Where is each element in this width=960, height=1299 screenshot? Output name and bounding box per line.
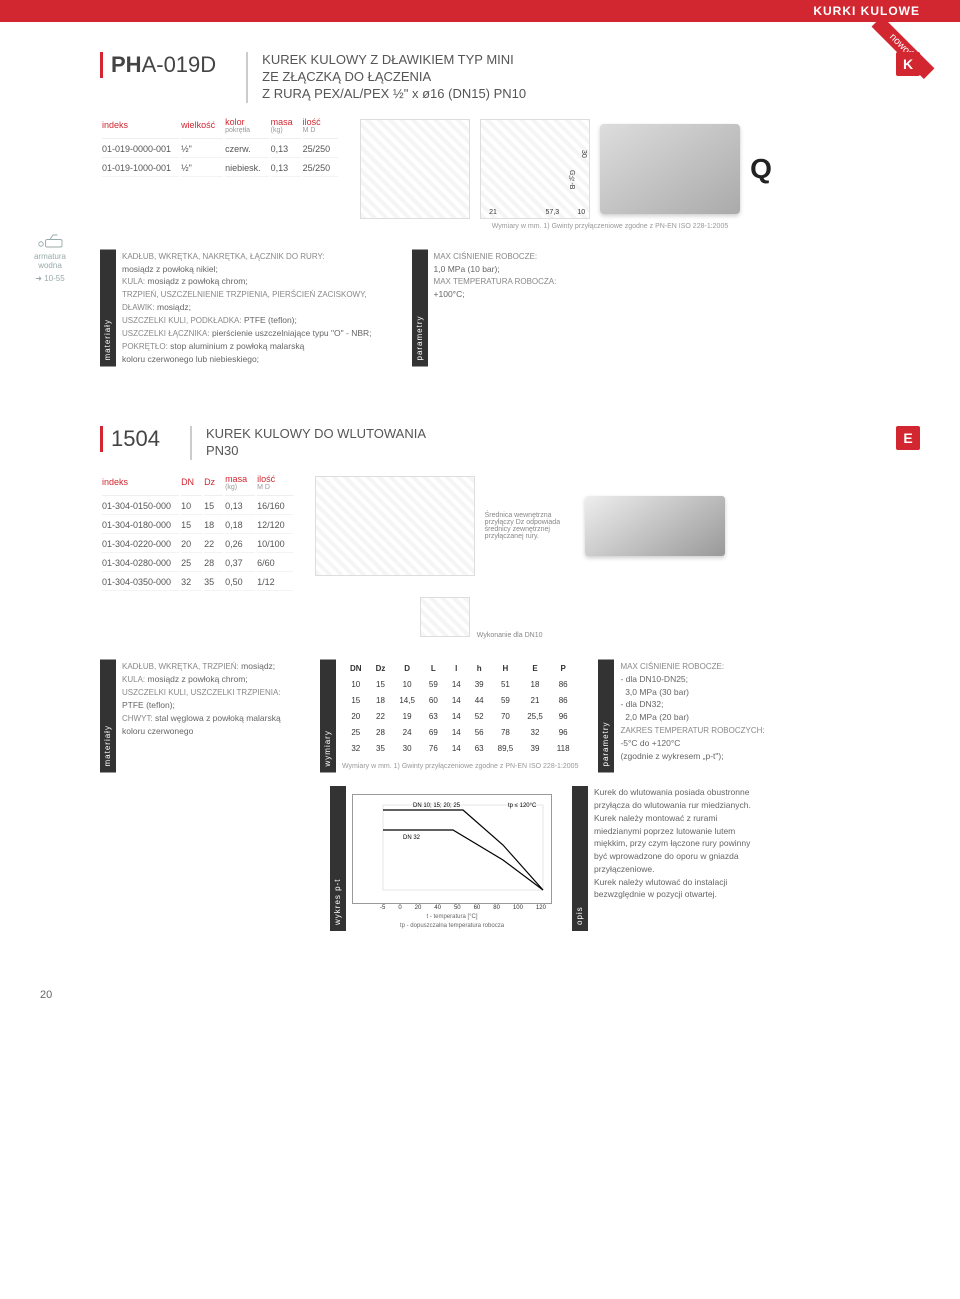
- product-title: KUREK KULOWY Z DŁAWIKIEM TYP MINI ZE ZŁĄ…: [246, 52, 866, 103]
- class-badge-k: K: [896, 52, 920, 76]
- class-badge-e: E: [896, 426, 920, 450]
- tech-drawing-1a: [360, 119, 470, 219]
- wymiary-label: wymiary: [320, 660, 336, 773]
- materials-label: materiały: [100, 250, 116, 367]
- materials-body-1: KADŁUB, WKRĘTKA, NAKRĘTKA, ŁĄCZNIK DO RU…: [122, 250, 372, 367]
- product-1504: 1504 KUREK KULOWY DO WLUTOWANIA PN30 E i…: [100, 426, 920, 931]
- chart-label: wykres p-t: [330, 786, 346, 931]
- pt-chart: DN 10; 15; 20; 25 DN 32 tp ≤ 120°C -5020…: [352, 786, 552, 931]
- product-photo-2: [585, 496, 725, 556]
- drawing-note: Średnica wewnętrzna przyłączy Dz odpowia…: [485, 512, 575, 540]
- opis-body: Kurek do wlutowania posiada obustronne p…: [594, 786, 751, 931]
- spec-table-2: indeks DN Dz masa (kg) ilośćM D 01-304-0…: [100, 470, 295, 593]
- materials-label-2: materiały: [100, 660, 116, 773]
- sidebar-category-icon: armatura wodna ➜ 10-55: [20, 232, 80, 283]
- perfect-q-mark: Q: [750, 153, 772, 185]
- product-photo-1: [600, 124, 740, 214]
- opis-label: opis: [572, 786, 588, 931]
- product-title-2: KUREK KULOWY DO WLUTOWANIA PN30: [190, 426, 866, 460]
- svg-text:tp ≤ 120°C: tp ≤ 120°C: [508, 803, 537, 809]
- dims-table: DNDzDLlhHEP 101510591439511886151814,560…: [342, 660, 578, 758]
- tech-drawing-1b: 21 57,3 10 30 G½-B: [480, 119, 590, 219]
- tech-drawing-2: [315, 476, 475, 576]
- product-code-2: 1504: [100, 426, 160, 452]
- sidebar-ref: 10-55: [44, 274, 64, 283]
- svg-text:DN 32: DN 32: [403, 835, 421, 841]
- category-header: KURKI KULOWE: [0, 0, 960, 22]
- page-number: 20: [40, 989, 52, 1001]
- dim-note-2: Wymiary w mm. 1) Gwinty przyłączeniowe z…: [342, 762, 578, 773]
- params-body-2: MAX CIŚNIENIE ROBOCZE: - dla DN10-DN25; …: [620, 660, 764, 773]
- materials-body-2: KADŁUB, WKRĘTKA, TRZPIEŃ: mosiądz; KULA:…: [122, 660, 300, 773]
- params-label: parametry: [412, 250, 428, 367]
- svg-text:DN 10; 15; 20; 25: DN 10; 15; 20; 25: [413, 803, 461, 809]
- tech-drawing-dn10: [420, 597, 470, 637]
- dim-note-1: Wymiary w mm. 1) Gwinty przyłączeniowe z…: [300, 223, 920, 230]
- params-label-2: parametry: [598, 660, 614, 773]
- product-pha019d: PHA-019D KUREK KULOWY Z DŁAWIKIEM TYP MI…: [100, 52, 920, 366]
- sidebar-label2: wodna: [20, 261, 80, 270]
- sidebar-label: armatura: [20, 252, 80, 261]
- dn10-caption: Wykonanie dla DN10: [477, 632, 543, 639]
- params-body-1: MAX CIŚNIENIE ROBOCZE: 1,0 MPa (10 bar);…: [434, 250, 557, 367]
- product-code: PHA-019D: [100, 52, 216, 78]
- spec-table-1: indeks wielkość kolorpokrętła masa (kg) …: [100, 113, 340, 179]
